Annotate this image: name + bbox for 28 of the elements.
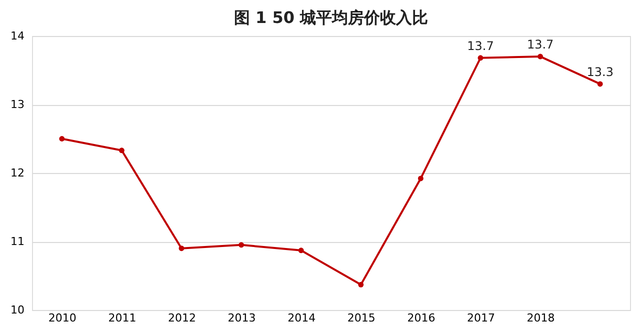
- chart-title: 图 1 50 城平均房价收入比: [234, 8, 428, 27]
- y-tick-label: 10: [10, 304, 24, 316]
- y-tick-label: 11: [10, 235, 24, 248]
- point: [59, 136, 65, 142]
- x-tick-label: 2012: [168, 312, 196, 324]
- y-tick-label: 13: [10, 98, 24, 111]
- point: [238, 242, 244, 248]
- point: [538, 54, 544, 60]
- point: [358, 282, 364, 288]
- data-label: 13.3: [586, 64, 614, 79]
- point: [178, 246, 184, 252]
- x-tick-label: 2010: [48, 312, 76, 324]
- x-tick-label: 2014: [288, 312, 316, 324]
- x-tick-label: 2015: [347, 312, 376, 324]
- y-tick-label: 14: [10, 30, 24, 42]
- x-tick-label: 2011: [108, 312, 136, 324]
- x-tick-label: 2013: [228, 312, 256, 324]
- point: [298, 248, 304, 254]
- point: [118, 148, 124, 154]
- y-tick-label: 12: [10, 166, 24, 180]
- point: [478, 55, 484, 61]
- point: [418, 176, 424, 182]
- point: [597, 81, 603, 87]
- data-label: 13.7: [467, 38, 494, 53]
- x-tick-label: 2018: [526, 312, 555, 324]
- x-tick-label: 2016: [407, 312, 436, 324]
- data-label: 13.7: [526, 38, 554, 52]
- x-tick-label: 2017: [467, 312, 495, 324]
